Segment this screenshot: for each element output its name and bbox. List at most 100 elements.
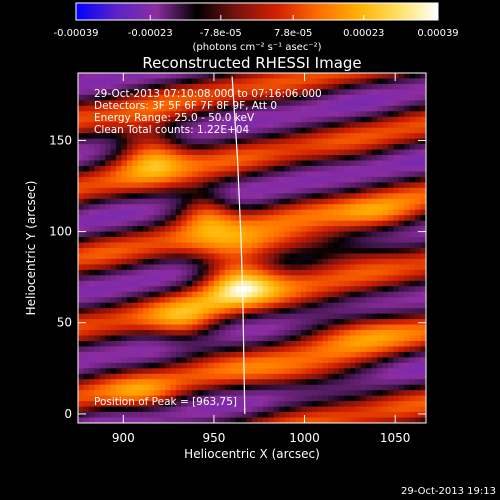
heatmap-cell (322, 412, 329, 419)
heatmap-cell (192, 165, 199, 173)
heatmap-cell (159, 94, 166, 101)
heatmap-cell (273, 78, 280, 85)
heatmap-cell (175, 368, 182, 375)
heatmap-cell (143, 390, 150, 397)
heatmap-cell (333, 417, 340, 423)
heatmap-cell (420, 105, 426, 112)
heatmap-cell (420, 89, 426, 96)
heatmap-cell (306, 412, 313, 419)
heatmap-cell (203, 160, 210, 167)
heatmap-cell (317, 351, 324, 358)
heatmap-cell (349, 340, 356, 348)
heatmap-cell (284, 291, 291, 298)
heatmap-cell (235, 302, 242, 309)
heatmap-cell (344, 286, 351, 293)
heatmap-cell (78, 313, 85, 320)
heatmap-cell (339, 357, 346, 364)
heatmap-cell (203, 133, 210, 140)
heatmap-cell (279, 313, 286, 320)
heatmap-cell (83, 401, 90, 408)
heatmap-cell (360, 351, 367, 358)
heatmap-cell (387, 401, 394, 408)
heatmap-cell (328, 384, 335, 391)
heatmap-cell (197, 319, 204, 326)
heatmap-cell (94, 187, 101, 194)
heatmap-cell (230, 373, 237, 380)
heatmap-cell (165, 94, 172, 101)
heatmap-cell (165, 330, 172, 337)
heatmap-cell (300, 395, 307, 402)
heatmap-cell (246, 351, 253, 358)
heatmap-cell (257, 308, 264, 315)
heatmap-cell (181, 286, 188, 293)
heatmap-cell (246, 138, 253, 145)
heatmap-cell (387, 362, 394, 369)
heatmap-cell (197, 122, 204, 129)
heatmap-cell (219, 253, 226, 260)
heatmap-cell (344, 319, 351, 326)
heatmap-cell (219, 308, 226, 315)
heatmap-cell (360, 406, 367, 413)
heatmap-cell (78, 253, 85, 260)
heatmap-cell (273, 373, 280, 380)
heatmap-cell (349, 209, 356, 216)
heatmap-cell (230, 171, 237, 178)
heatmap-cell (170, 144, 177, 151)
heatmap-cell (121, 384, 128, 391)
heatmap-cell (121, 133, 128, 140)
heatmap-cell (268, 149, 275, 156)
heatmap-cell (262, 319, 269, 326)
heatmap-cell (393, 122, 400, 129)
heatmap-cell (165, 264, 172, 271)
heatmap-cell (311, 373, 318, 380)
heatmap-cell (224, 160, 231, 167)
heatmap-cell (78, 264, 85, 271)
heatmap-cell (148, 165, 155, 173)
heatmap-cell (235, 269, 242, 276)
heatmap-cell (404, 253, 411, 260)
heatmap-cell (317, 280, 324, 287)
heatmap-cell (165, 122, 172, 129)
heatmap-cell (382, 187, 389, 194)
heatmap-cell (257, 373, 264, 380)
heatmap-cell (224, 248, 231, 255)
heatmap-cell (311, 258, 318, 266)
heatmap-cell (154, 127, 161, 134)
heatmap-cell (203, 275, 210, 282)
heatmap-cell (355, 220, 362, 227)
heatmap-cell (230, 406, 237, 413)
heatmap-cell (175, 346, 182, 353)
heatmap-cell (154, 248, 161, 255)
heatmap-cell (333, 94, 340, 101)
heatmap-cell (203, 248, 210, 255)
heatmap-cell (241, 215, 248, 222)
heatmap-cell (355, 138, 362, 145)
heatmap-cell (116, 330, 123, 337)
heatmap-cell (121, 390, 128, 397)
heatmap-cell (306, 116, 313, 123)
heatmap-cell (279, 417, 286, 423)
heatmap-cell (121, 417, 128, 423)
heatmap-cell (317, 258, 324, 266)
heatmap-cell (159, 319, 166, 326)
heatmap-cell (317, 187, 324, 194)
heatmap-cell (99, 198, 106, 205)
heatmap-cell (246, 78, 253, 85)
heatmap-cell (398, 286, 405, 293)
heatmap-cell (290, 330, 297, 337)
heatmap-cell (420, 357, 426, 364)
heatmap-cell (360, 220, 367, 227)
heatmap-cell (349, 193, 356, 200)
heatmap-cell (241, 258, 248, 266)
heatmap-cell (159, 297, 166, 304)
heatmap-cell (224, 351, 231, 358)
heatmap-cell (105, 242, 112, 249)
heatmap-cell (398, 330, 405, 337)
heatmap-cell (154, 280, 161, 287)
heatmap-cell (126, 286, 133, 293)
heatmap-cell (333, 406, 340, 413)
heatmap-cell (224, 319, 231, 326)
heatmap-cell (339, 351, 346, 358)
heatmap-cell (88, 373, 95, 380)
heatmap-cell (339, 237, 346, 244)
